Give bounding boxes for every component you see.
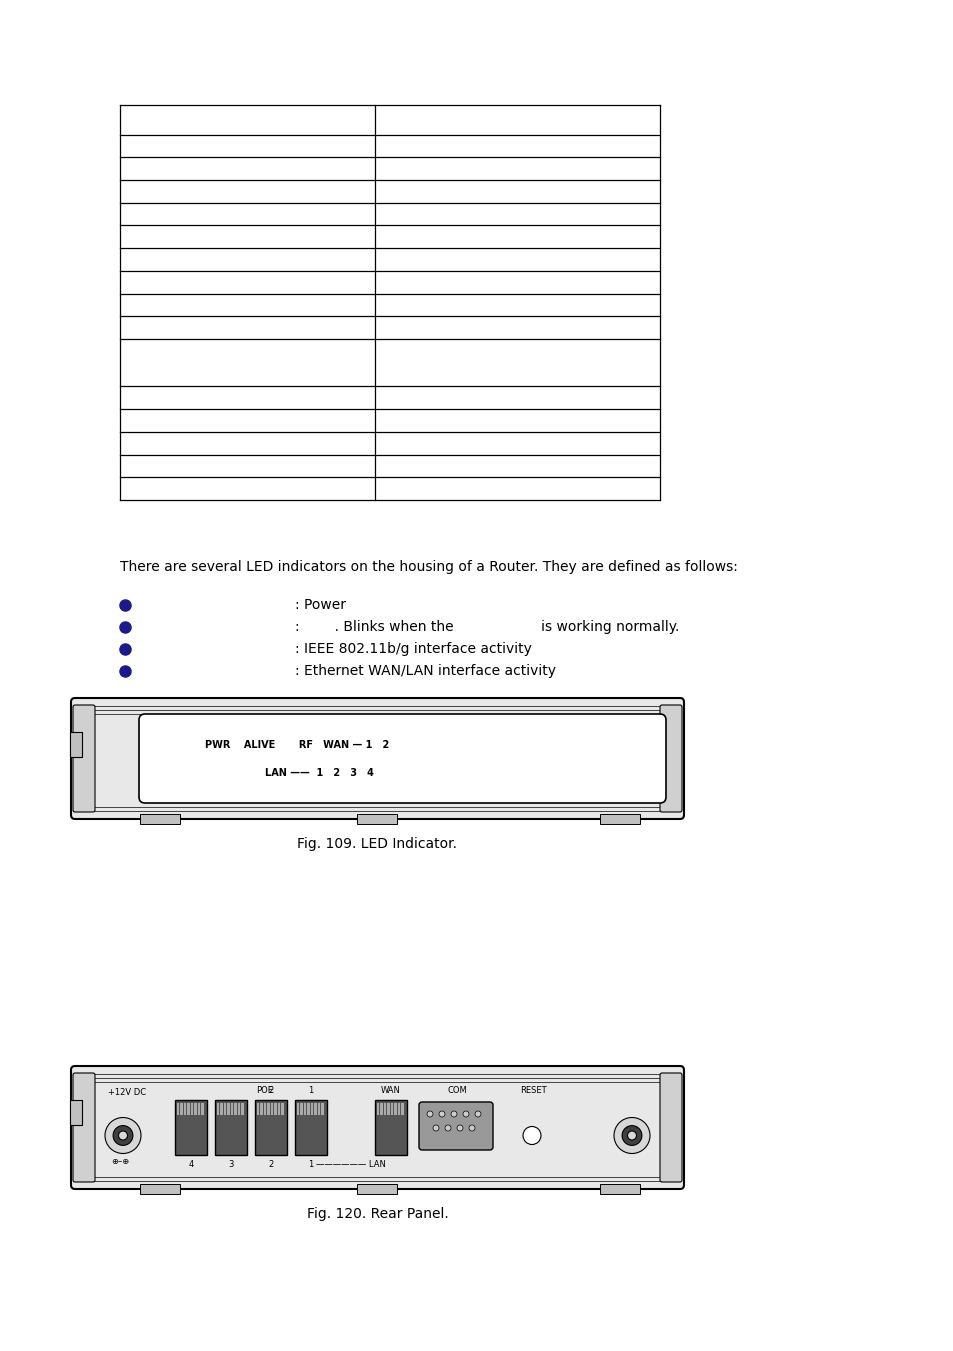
- Bar: [177, 1102, 179, 1115]
- Text: 2: 2: [268, 1161, 274, 1169]
- FancyBboxPatch shape: [73, 1073, 95, 1182]
- Text: +12V DC: +12V DC: [108, 1088, 146, 1097]
- Bar: [264, 1102, 266, 1115]
- FancyBboxPatch shape: [659, 1073, 681, 1182]
- Bar: [376, 1102, 379, 1115]
- Circle shape: [451, 1111, 456, 1117]
- Bar: [198, 1102, 200, 1115]
- Bar: [267, 1102, 270, 1115]
- Bar: [256, 1102, 259, 1115]
- Text: ⊕–⊕: ⊕–⊕: [111, 1158, 129, 1166]
- Text: 2: 2: [268, 1086, 274, 1096]
- Bar: [241, 1102, 244, 1115]
- Text: WAN: WAN: [380, 1086, 400, 1096]
- Text: RESET: RESET: [519, 1086, 546, 1096]
- Bar: [184, 1102, 186, 1115]
- Bar: [180, 1102, 183, 1115]
- Circle shape: [621, 1125, 641, 1146]
- Bar: [224, 1102, 226, 1115]
- Bar: [375, 1100, 407, 1155]
- Bar: [254, 1100, 287, 1155]
- Text: 1: 1: [308, 1161, 314, 1169]
- FancyBboxPatch shape: [659, 705, 681, 812]
- Bar: [317, 1102, 320, 1115]
- Bar: [237, 1102, 240, 1115]
- Text: 1: 1: [308, 1086, 314, 1096]
- Bar: [191, 1102, 193, 1115]
- Text: 3: 3: [228, 1161, 233, 1169]
- Bar: [397, 1102, 400, 1115]
- Bar: [140, 1183, 180, 1194]
- Bar: [356, 815, 396, 824]
- Bar: [70, 1100, 82, 1125]
- Bar: [220, 1102, 223, 1115]
- Bar: [321, 1102, 324, 1115]
- Bar: [216, 1102, 219, 1115]
- Circle shape: [438, 1111, 444, 1117]
- Text: 4: 4: [188, 1161, 193, 1169]
- Bar: [294, 1100, 327, 1155]
- Bar: [281, 1102, 284, 1115]
- Bar: [307, 1102, 310, 1115]
- Text: COM: COM: [447, 1086, 466, 1096]
- Bar: [231, 1102, 233, 1115]
- Circle shape: [444, 1125, 451, 1131]
- Bar: [234, 1102, 236, 1115]
- Text: Fig. 109. LED Indicator.: Fig. 109. LED Indicator.: [297, 838, 457, 851]
- FancyBboxPatch shape: [418, 1102, 493, 1150]
- Circle shape: [433, 1125, 438, 1131]
- Bar: [311, 1102, 314, 1115]
- Text: There are several LED indicators on the housing of a Router. They are defined as: There are several LED indicators on the …: [120, 561, 737, 574]
- Circle shape: [118, 1131, 128, 1140]
- Circle shape: [113, 1125, 132, 1146]
- FancyBboxPatch shape: [139, 713, 665, 802]
- Circle shape: [614, 1117, 649, 1154]
- Bar: [356, 1183, 396, 1194]
- Bar: [401, 1102, 403, 1115]
- Text: —————— LAN: —————— LAN: [315, 1161, 386, 1169]
- Bar: [391, 1102, 393, 1115]
- Circle shape: [462, 1111, 469, 1117]
- Bar: [277, 1102, 280, 1115]
- Text: Fig. 120. Rear Panel.: Fig. 120. Rear Panel.: [306, 1206, 448, 1221]
- Circle shape: [469, 1125, 475, 1131]
- Bar: [274, 1102, 276, 1115]
- Bar: [314, 1102, 316, 1115]
- Bar: [214, 1100, 247, 1155]
- Bar: [304, 1102, 306, 1115]
- Text: LAN ——  1   2   3   4: LAN —— 1 2 3 4: [265, 767, 374, 778]
- Text: : Ethernet WAN/LAN interface activity: : Ethernet WAN/LAN interface activity: [294, 663, 556, 678]
- Circle shape: [456, 1125, 462, 1131]
- FancyBboxPatch shape: [71, 1066, 683, 1189]
- Circle shape: [475, 1111, 480, 1117]
- Bar: [380, 1102, 382, 1115]
- Bar: [296, 1102, 299, 1115]
- Bar: [70, 732, 82, 757]
- Circle shape: [522, 1127, 540, 1144]
- Circle shape: [105, 1117, 141, 1154]
- Circle shape: [627, 1131, 636, 1140]
- Bar: [140, 815, 180, 824]
- Bar: [300, 1102, 303, 1115]
- Bar: [188, 1102, 190, 1115]
- Bar: [201, 1102, 204, 1115]
- Bar: [395, 1102, 396, 1115]
- Text: PWR    ALIVE       RF   WAN — 1   2: PWR ALIVE RF WAN — 1 2: [205, 740, 389, 750]
- Circle shape: [427, 1111, 433, 1117]
- Text: POE: POE: [256, 1086, 274, 1096]
- Bar: [387, 1102, 390, 1115]
- Bar: [271, 1102, 274, 1115]
- FancyBboxPatch shape: [71, 698, 683, 819]
- Bar: [194, 1102, 196, 1115]
- Bar: [599, 815, 639, 824]
- Bar: [384, 1102, 386, 1115]
- Bar: [260, 1102, 263, 1115]
- FancyBboxPatch shape: [73, 705, 95, 812]
- Text: :        . Blinks when the                    is working normally.: : . Blinks when the is working normally.: [294, 620, 679, 634]
- Bar: [174, 1100, 207, 1155]
- Text: : IEEE 802.11b/g interface activity: : IEEE 802.11b/g interface activity: [294, 642, 532, 657]
- Bar: [599, 1183, 639, 1194]
- Text: : Power: : Power: [294, 598, 346, 612]
- Bar: [227, 1102, 230, 1115]
